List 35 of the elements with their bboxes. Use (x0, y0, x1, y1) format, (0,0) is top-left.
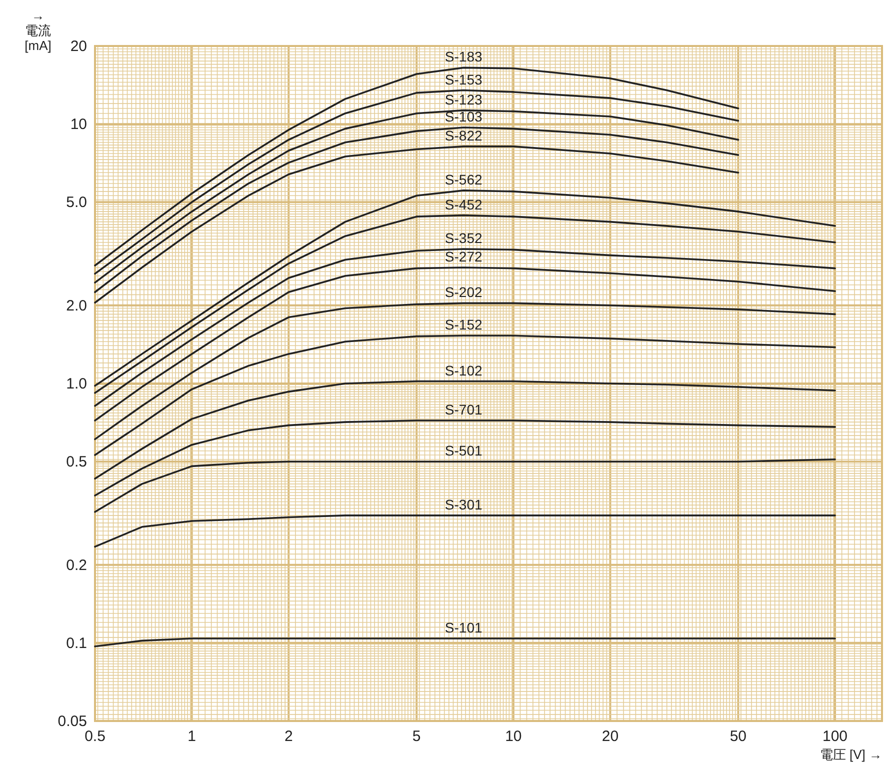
series-label: S-153 (444, 71, 482, 88)
y-tick-label: 0.2 (66, 556, 87, 574)
series-label: S-152 (444, 316, 482, 333)
series-label: S-103 (444, 108, 482, 125)
series-label: S-701 (444, 402, 482, 418)
series-label: S-501 (444, 442, 482, 459)
x-axis-title: 電圧 [V] → (820, 747, 882, 762)
x-tick-label: 2 (284, 728, 293, 745)
y-tick-label: 20 (70, 38, 87, 55)
series-label: S-102 (444, 362, 482, 378)
y-axis-title: → 電流 [mA] (24, 8, 52, 53)
x-tick-label: 1 (188, 728, 196, 745)
series-label: S-202 (444, 284, 482, 300)
y-tick-label: 5.0 (66, 194, 87, 212)
series-label: S-562 (444, 171, 482, 188)
x-tick-label: 100 (822, 728, 848, 745)
series-label: S-272 (444, 248, 482, 265)
series-label: S-123 (444, 91, 482, 108)
x-tick-label: 5 (412, 728, 421, 745)
x-tick-label: 10 (505, 728, 522, 745)
y-tick-label: 0.5 (66, 454, 87, 471)
x-tick-label: 50 (730, 728, 747, 745)
series-label: S-352 (444, 230, 482, 246)
y-tick-label: 0.1 (66, 634, 87, 652)
y-tick-label: 0.05 (58, 713, 87, 730)
x-tick-label: 20 (602, 728, 619, 745)
y-tick-label: 1.0 (66, 376, 87, 392)
y-tick-label: 10 (70, 116, 87, 134)
series-label: S-452 (444, 196, 482, 212)
series-label: S-101 (444, 619, 482, 636)
series-label: S-822 (444, 127, 482, 144)
series-label: S-183 (444, 48, 482, 65)
x-tick-label: 0.5 (84, 728, 106, 745)
y-tick-label: 2.0 (66, 297, 87, 314)
series-label: S-301 (444, 496, 482, 512)
